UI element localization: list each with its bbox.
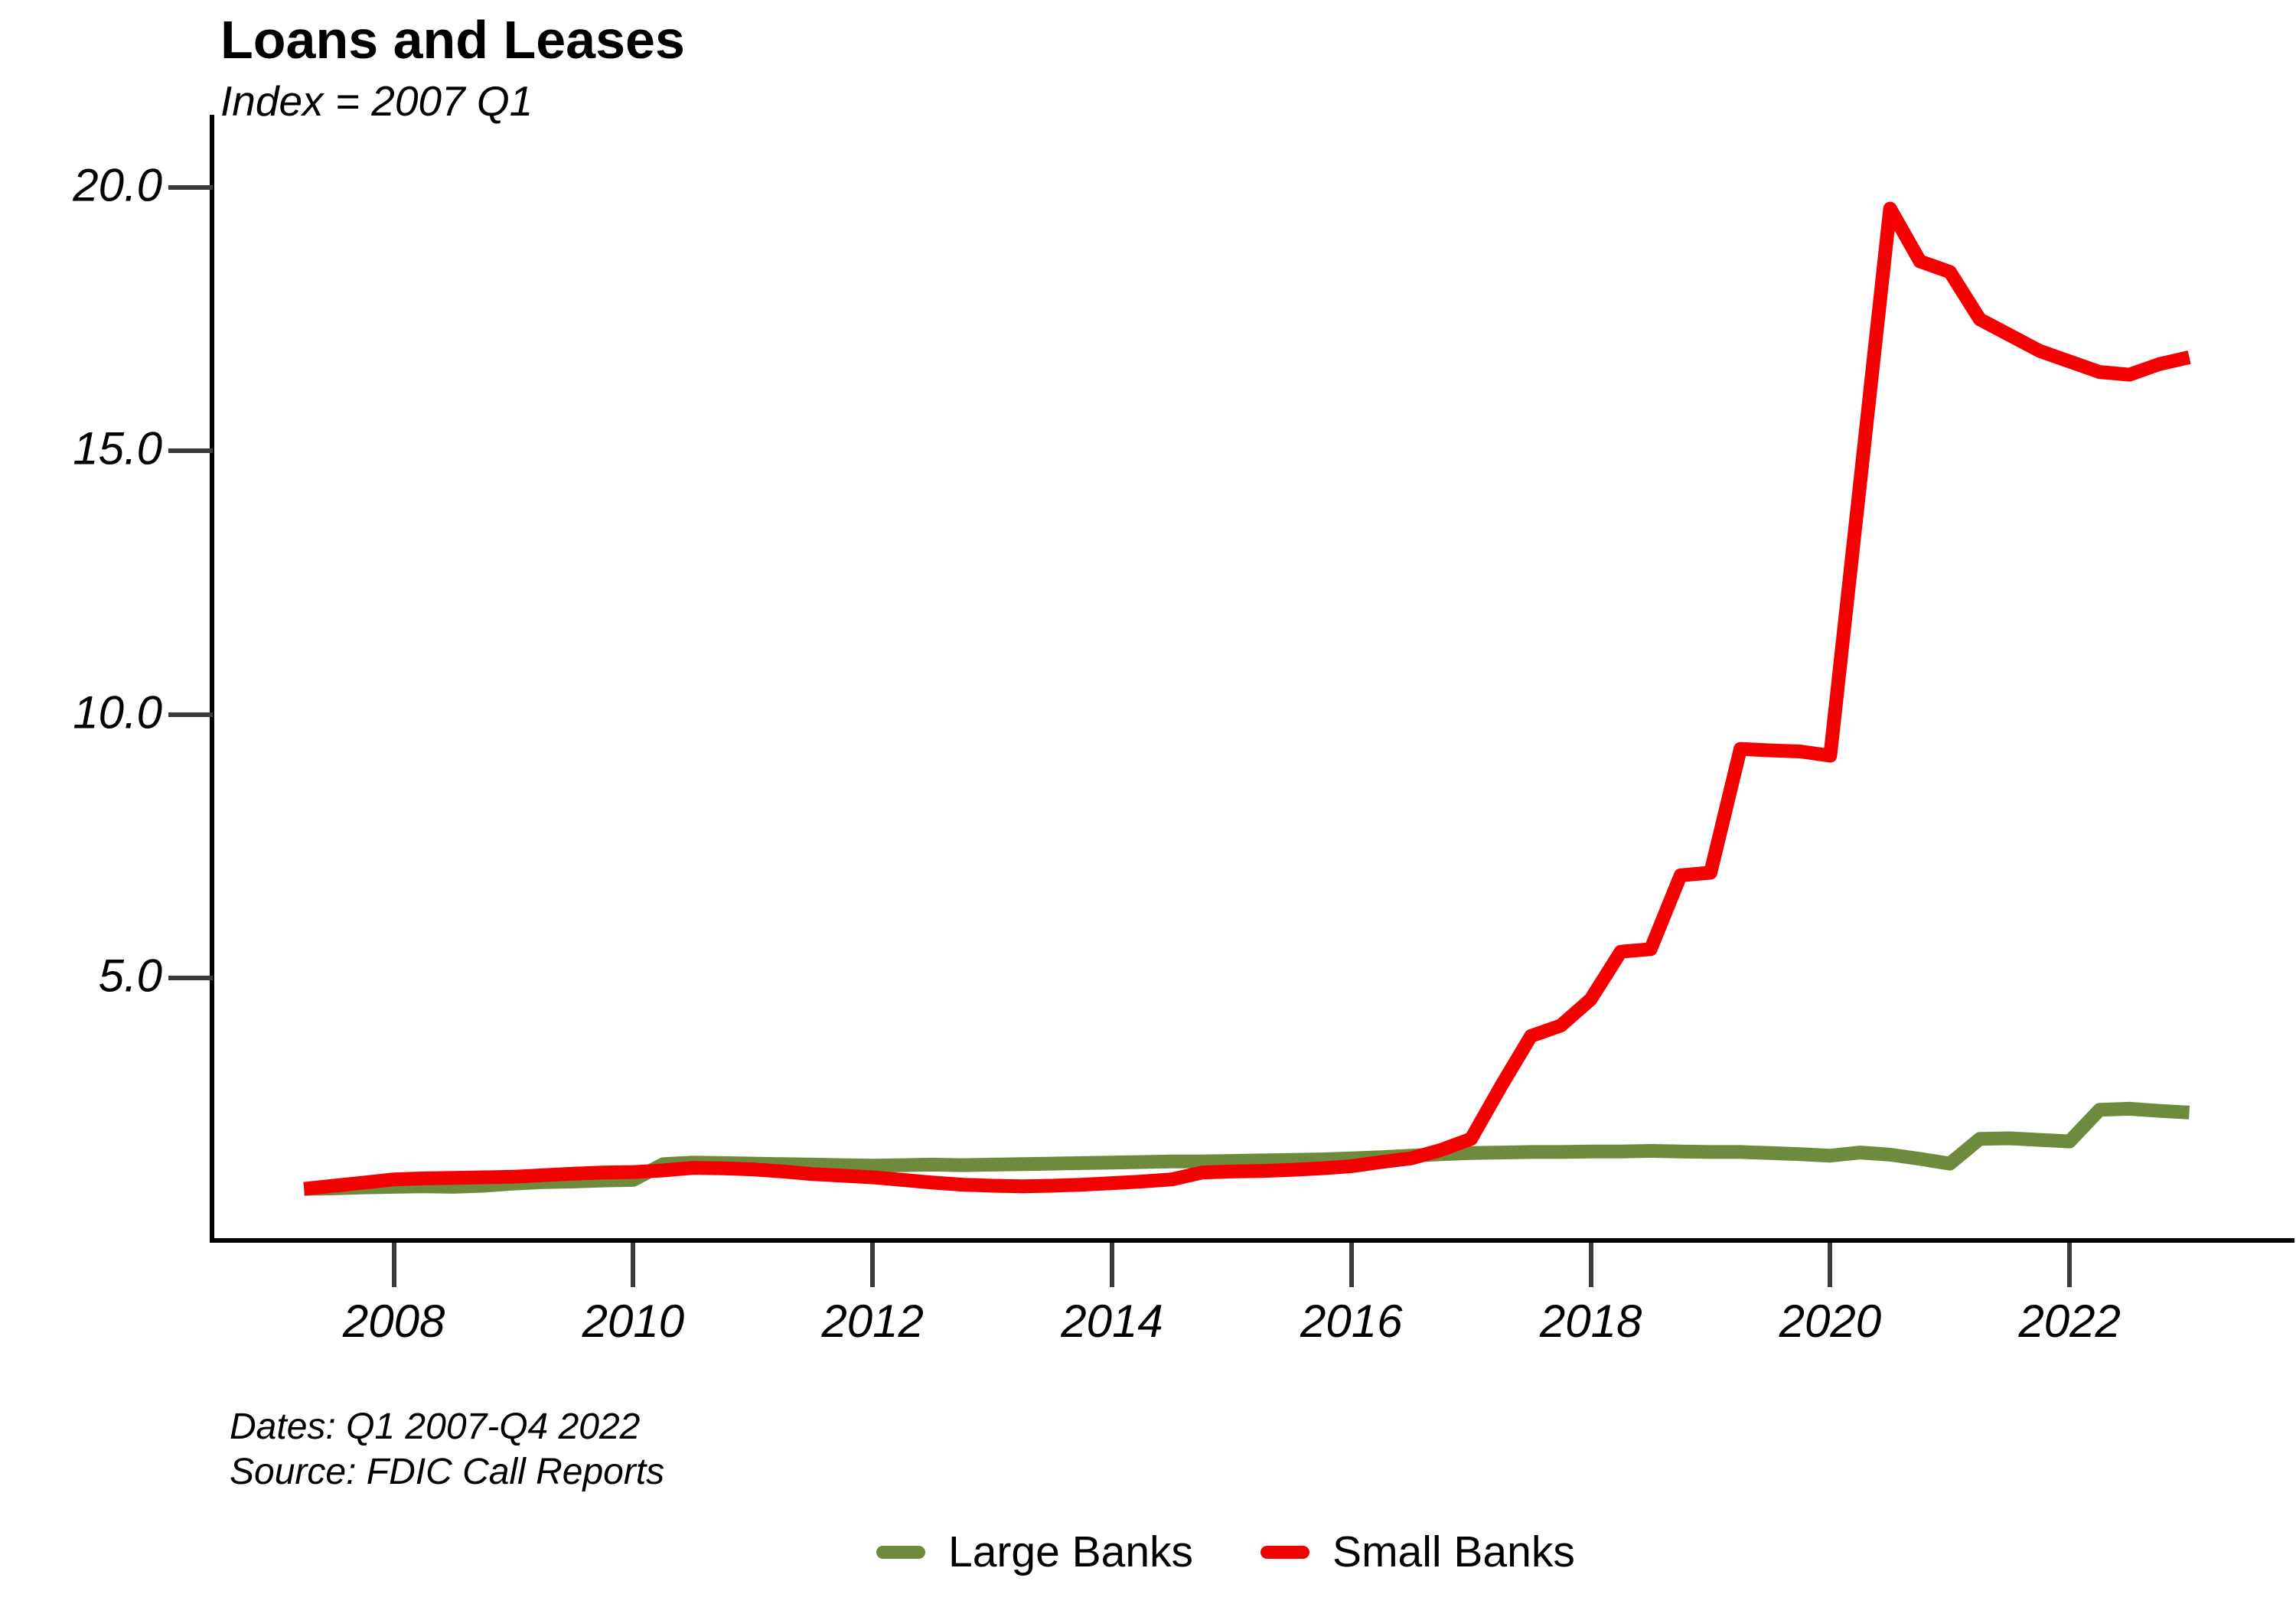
x-tick [1110, 1243, 1114, 1287]
chart-subtitle: Index = 2007 Q1 [220, 77, 533, 125]
y-tick-label: 15.0 [73, 423, 162, 475]
legend-key-small-banks [1261, 1545, 1310, 1559]
x-tick-label: 2014 [1061, 1296, 1163, 1347]
y-tick [168, 712, 213, 717]
legend-key-large-banks [876, 1545, 925, 1559]
x-tick [1828, 1243, 1833, 1287]
legend: Large Banks Small Banks [876, 1523, 1575, 1581]
x-tick-label: 2010 [582, 1296, 685, 1347]
y-tick-label: 10.0 [73, 686, 162, 738]
series-line-large-banks [304, 1101, 2190, 1196]
y-tick [168, 185, 213, 191]
x-axis-spine [210, 1238, 2294, 1243]
x-tick [631, 1243, 636, 1287]
y-tick-label: 5.0 [98, 950, 162, 1002]
y-tick [168, 976, 213, 981]
x-tick [1588, 1243, 1593, 1287]
legend-label-small-banks: Small Banks [1332, 1527, 1575, 1576]
legend-label-large-banks: Large Banks [948, 1527, 1194, 1576]
x-tick-label: 2020 [1779, 1296, 1882, 1347]
chart-title: Loans and Leases [220, 10, 685, 70]
x-tick-label: 2018 [1539, 1296, 1642, 1347]
legend-item-small-banks: Small Banks [1261, 1527, 1575, 1577]
x-tick-label: 2022 [2018, 1296, 2121, 1347]
note-dates: Dates: Q1 2007-Q4 2022 [230, 1407, 641, 1447]
x-tick [1349, 1243, 1354, 1287]
chart-notes: Dates: Q1 2007-Q4 2022 Source: FDIC Call… [230, 1405, 664, 1495]
y-tick [168, 448, 213, 454]
legend-item-large-banks: Large Banks [876, 1527, 1193, 1577]
y-tick-label: 20.0 [73, 159, 162, 211]
x-tick-label: 2008 [342, 1296, 445, 1347]
x-tick [870, 1243, 876, 1287]
series-line-small-banks [303, 201, 2191, 1196]
x-tick [2067, 1243, 2073, 1287]
x-tick [391, 1243, 396, 1287]
y-axis-spine [210, 115, 214, 1243]
x-tick-label: 2016 [1300, 1296, 1403, 1347]
note-source: Source: FDIC Call Reports [230, 1451, 665, 1492]
x-tick-label: 2012 [821, 1296, 924, 1347]
